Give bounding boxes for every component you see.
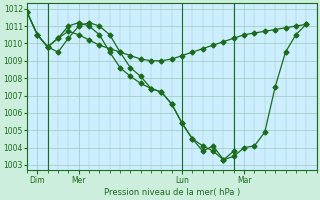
X-axis label: Pression niveau de la mer( hPa ): Pression niveau de la mer( hPa ) (104, 188, 240, 197)
